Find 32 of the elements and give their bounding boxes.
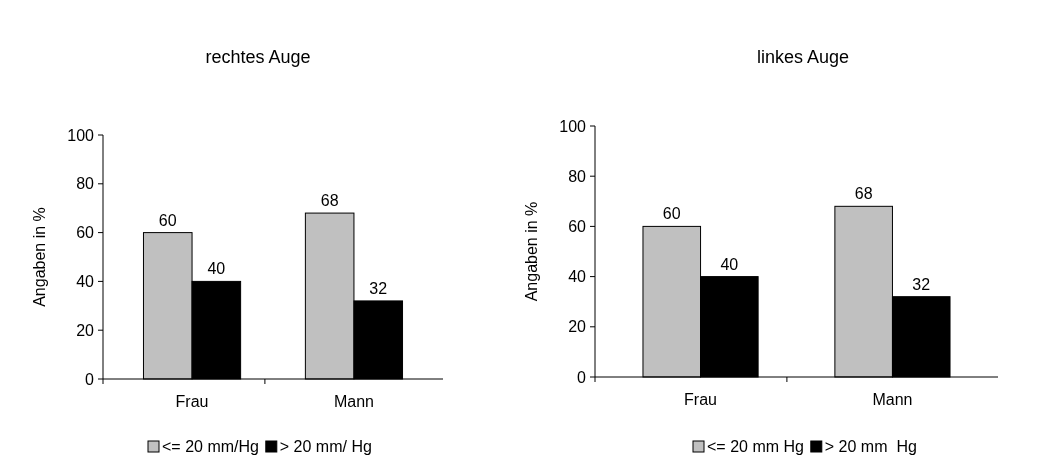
y-tick-label: 60 [76, 224, 95, 242]
y-tick-label: 20 [76, 321, 95, 339]
chart-title: linkes Auge [756, 47, 850, 67]
legend-label: <= 20 mm/Hg [162, 438, 259, 455]
y-tick-label: 20 [568, 318, 587, 336]
data-label: 40 [720, 255, 739, 273]
chart-title: rechtes Auge [205, 47, 311, 67]
x-tick-label: Frau [175, 393, 209, 410]
data-label: 40 [207, 260, 226, 278]
legend-label: > 20 mm Hg [824, 438, 917, 455]
y-tick-label: 80 [568, 167, 587, 185]
x-tick-label: Mann [333, 393, 374, 410]
y-tick-label: 100 [67, 126, 95, 144]
y-axis-title: Angaben in % [31, 207, 48, 307]
y-tick-label: 0 [577, 368, 587, 386]
data-label: 60 [662, 205, 681, 223]
data-label: 32 [369, 279, 388, 297]
x-tick-label: Mann [872, 391, 913, 408]
data-label: 68 [854, 185, 873, 203]
y-tick-label: 100 [559, 117, 587, 135]
y-tick-label: 0 [85, 370, 95, 388]
legend-label: <= 20 mm Hg [707, 438, 804, 455]
y-axis-title: Angaben in % [523, 201, 540, 302]
y-tick-label: 40 [568, 268, 587, 286]
legend-label: > 20 mm/ Hg [279, 438, 372, 455]
y-tick-label: 80 [76, 175, 95, 193]
data-label: 68 [320, 192, 339, 210]
y-tick-label: 60 [568, 218, 587, 235]
data-label: 32 [912, 275, 931, 293]
y-tick-label: 40 [76, 273, 95, 290]
data-label: 60 [158, 211, 177, 229]
x-tick-label: Frau [684, 391, 717, 408]
